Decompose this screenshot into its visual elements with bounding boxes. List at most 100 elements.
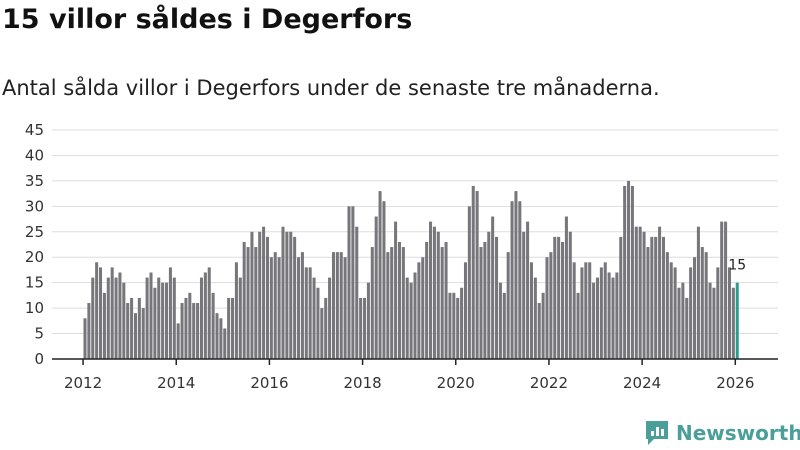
bar xyxy=(215,313,219,359)
bar xyxy=(91,277,95,359)
bar xyxy=(588,262,592,359)
bar xyxy=(603,262,607,359)
bar xyxy=(460,287,464,359)
bar xyxy=(495,236,499,359)
bar xyxy=(456,297,460,359)
bar xyxy=(502,292,506,359)
bar xyxy=(95,262,99,359)
bar xyxy=(553,236,557,359)
bar xyxy=(510,201,514,359)
bar xyxy=(110,267,114,359)
bar xyxy=(153,287,157,359)
bar xyxy=(471,185,475,359)
bar xyxy=(126,303,130,359)
bar xyxy=(176,323,180,359)
bar xyxy=(211,292,215,359)
bar xyxy=(269,257,273,359)
y-tick-label: 30 xyxy=(25,197,44,215)
bar xyxy=(452,292,456,359)
bar xyxy=(281,226,285,359)
bar xyxy=(708,282,712,359)
bar xyxy=(207,267,211,359)
bar xyxy=(549,252,553,359)
bar xyxy=(595,277,599,359)
bar xyxy=(584,262,588,359)
bar xyxy=(223,328,227,359)
bar xyxy=(258,231,262,359)
bar xyxy=(250,231,254,359)
bar xyxy=(355,226,359,359)
bar xyxy=(432,226,436,359)
bar xyxy=(405,277,409,359)
bar xyxy=(397,241,401,359)
y-tick-label: 15 xyxy=(25,274,44,292)
bar xyxy=(727,267,731,359)
bar xyxy=(693,257,697,359)
bar xyxy=(615,272,619,359)
bar xyxy=(234,262,238,359)
bar xyxy=(320,308,324,359)
bar xyxy=(607,272,611,359)
bar xyxy=(646,247,650,359)
bar xyxy=(677,287,681,359)
bar xyxy=(642,231,646,359)
bar xyxy=(658,226,662,359)
bar xyxy=(716,267,720,359)
bar xyxy=(661,236,665,359)
bar xyxy=(401,247,405,359)
bar xyxy=(137,297,141,359)
bar xyxy=(487,231,491,359)
y-tick-label: 35 xyxy=(25,172,44,190)
bar xyxy=(623,185,627,359)
y-tick-label: 0 xyxy=(34,350,44,368)
bar xyxy=(731,287,735,359)
bar xyxy=(297,257,301,359)
bar xyxy=(514,191,518,359)
x-tick-label: 2016 xyxy=(250,374,288,392)
bar xyxy=(246,247,250,359)
bar xyxy=(425,241,429,359)
bar xyxy=(83,318,87,359)
bar xyxy=(681,282,685,359)
bar xyxy=(374,216,378,359)
bar xyxy=(440,247,444,359)
bar xyxy=(196,303,200,359)
x-tick-label: 2018 xyxy=(343,374,381,392)
y-tick-label: 40 xyxy=(25,146,44,164)
bar xyxy=(145,277,149,359)
bar xyxy=(227,297,231,359)
bar xyxy=(370,247,374,359)
bar xyxy=(188,292,192,359)
bar xyxy=(700,247,704,359)
bar xyxy=(689,267,693,359)
bar-latest xyxy=(735,282,739,359)
bar xyxy=(483,241,487,359)
bar xyxy=(265,236,269,359)
bar xyxy=(467,206,471,359)
bar xyxy=(180,303,184,359)
bar xyxy=(541,292,545,359)
bar xyxy=(568,231,572,359)
bar xyxy=(491,216,495,359)
bar xyxy=(533,277,537,359)
x-tick-label: 2026 xyxy=(716,374,754,392)
bar xyxy=(192,303,196,359)
bar xyxy=(436,231,440,359)
page-subtitle: Antal sålda villor i Degerfors under de … xyxy=(2,76,660,100)
x-tick-label: 2014 xyxy=(157,374,195,392)
bar xyxy=(289,231,293,359)
bar xyxy=(312,277,316,359)
bar xyxy=(696,226,700,359)
bar xyxy=(203,272,207,359)
bar xyxy=(413,272,417,359)
bar xyxy=(630,185,634,359)
bar xyxy=(254,247,258,359)
bar xyxy=(219,318,223,359)
bar xyxy=(634,226,638,359)
bar xyxy=(638,226,642,359)
bar xyxy=(130,297,134,359)
bar xyxy=(619,236,623,359)
bar xyxy=(308,267,312,359)
bar xyxy=(572,262,576,359)
